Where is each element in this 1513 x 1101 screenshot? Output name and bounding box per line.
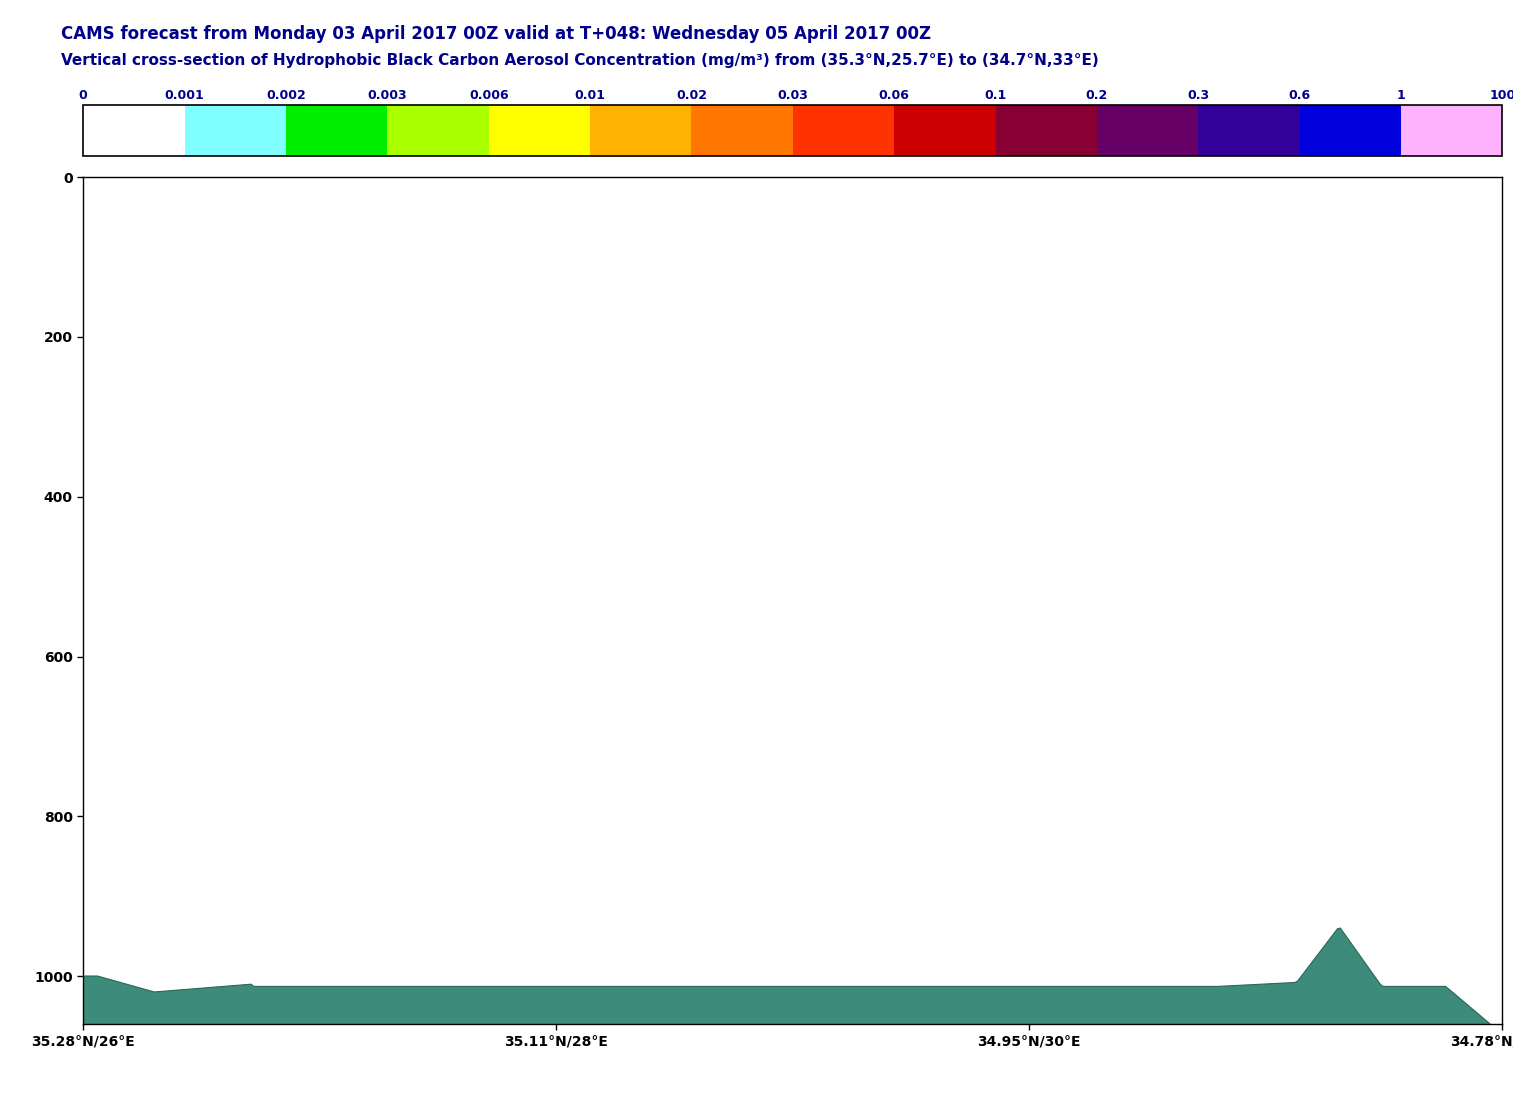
Bar bbox=[83, 106, 185, 156]
Text: 0.3: 0.3 bbox=[1188, 89, 1209, 102]
Bar bbox=[286, 106, 387, 156]
Bar bbox=[793, 106, 894, 156]
Text: 0.002: 0.002 bbox=[266, 89, 306, 102]
Text: CAMS forecast from Monday 03 April 2017 00Z valid at T+048: Wednesday 05 April 2: CAMS forecast from Monday 03 April 2017 … bbox=[61, 25, 930, 43]
Text: 100: 100 bbox=[1489, 89, 1513, 102]
Bar bbox=[996, 106, 1097, 156]
Bar bbox=[894, 106, 996, 156]
Text: 1: 1 bbox=[1396, 89, 1406, 102]
Text: 0.6: 0.6 bbox=[1289, 89, 1310, 102]
Text: 0.1: 0.1 bbox=[985, 89, 1006, 102]
Text: 0.001: 0.001 bbox=[165, 89, 204, 102]
Text: 0.06: 0.06 bbox=[879, 89, 909, 102]
Bar bbox=[590, 106, 691, 156]
Bar bbox=[185, 106, 286, 156]
Bar bbox=[1401, 106, 1502, 156]
Bar bbox=[83, 106, 1502, 156]
Bar bbox=[1097, 106, 1198, 156]
Text: 0.003: 0.003 bbox=[368, 89, 407, 102]
Bar bbox=[489, 106, 590, 156]
Bar bbox=[691, 106, 793, 156]
Text: 0.006: 0.006 bbox=[469, 89, 508, 102]
Text: 0.03: 0.03 bbox=[778, 89, 808, 102]
Text: Vertical cross-section of Hydrophobic Black Carbon Aerosol Concentration (mg/m³): Vertical cross-section of Hydrophobic Bl… bbox=[61, 53, 1098, 68]
Bar bbox=[1300, 106, 1401, 156]
Text: 0.2: 0.2 bbox=[1086, 89, 1108, 102]
Bar bbox=[1198, 106, 1300, 156]
Text: 0: 0 bbox=[79, 89, 88, 102]
Text: 0.01: 0.01 bbox=[575, 89, 605, 102]
Bar bbox=[387, 106, 489, 156]
Text: 0.02: 0.02 bbox=[676, 89, 707, 102]
